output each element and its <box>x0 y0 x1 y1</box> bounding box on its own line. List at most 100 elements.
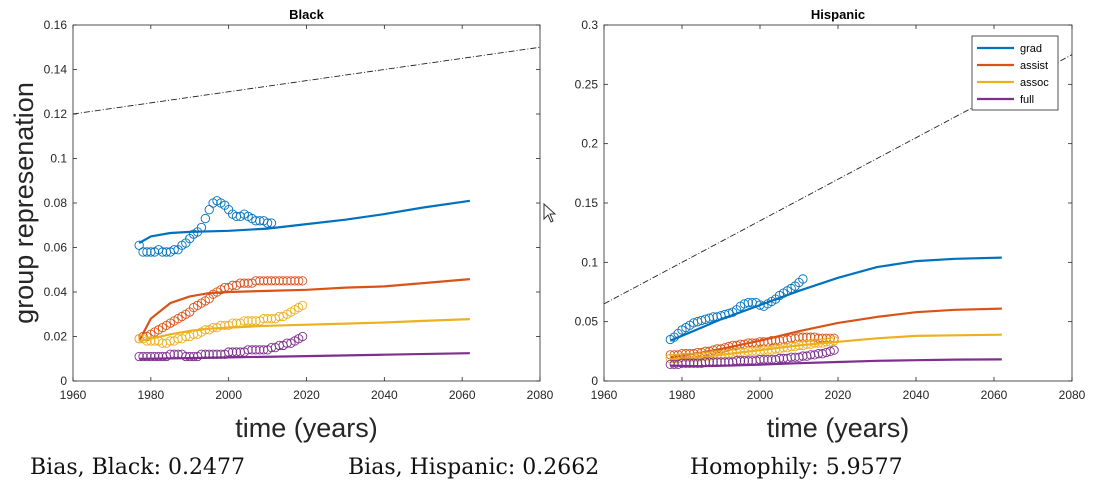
series-line-grad <box>138 199 471 244</box>
x-tick-label: 2040 <box>371 388 398 402</box>
data-point-full <box>829 345 839 355</box>
mouse-pointer-icon <box>543 203 557 223</box>
x-tick-label: 2000 <box>215 388 242 402</box>
data-point-assoc <box>790 341 800 352</box>
data-point-assoc <box>778 343 789 353</box>
data-point-assoc <box>767 345 777 355</box>
data-point-full <box>138 351 148 362</box>
data-point-full <box>150 351 160 362</box>
y-tick-label: 0.1 <box>581 255 598 269</box>
x-tick-label: 2020 <box>825 388 852 402</box>
y-tick-label: 0.15 <box>575 196 599 210</box>
data-point-full <box>782 353 792 364</box>
data-point-grad <box>200 213 210 224</box>
data-point-grad <box>743 298 753 308</box>
data-point-assist <box>259 276 269 286</box>
data-point-assist <box>262 276 273 286</box>
data-point-full <box>185 351 195 362</box>
data-point-assoc <box>751 346 761 356</box>
data-point-assist <box>767 336 777 346</box>
data-point-full <box>181 351 191 362</box>
x-tick-label: 2060 <box>981 388 1008 402</box>
y-tick-label: 0.08 <box>44 196 68 210</box>
data-point-assist <box>251 276 261 286</box>
data-point-full <box>778 353 789 364</box>
data-point-full <box>794 352 804 362</box>
y-tick-label: 0.1 <box>50 152 67 166</box>
data-point-assoc <box>806 339 816 349</box>
data-point-full <box>802 351 812 361</box>
data-point-assoc <box>297 300 308 310</box>
y-tick-label: 0.05 <box>575 315 599 329</box>
data-point-full <box>689 358 699 368</box>
data-point-full <box>759 354 769 365</box>
data-point-assoc <box>759 345 769 355</box>
data-point-assoc <box>813 338 824 348</box>
x-tick-label: 1980 <box>669 388 696 402</box>
data-point-full <box>728 357 738 367</box>
data-point-assoc <box>716 350 726 360</box>
data-point-assist <box>278 276 288 286</box>
data-point-full <box>204 349 214 359</box>
data-point-full <box>146 351 156 362</box>
data-point-assoc <box>821 337 831 347</box>
data-point-full <box>813 349 824 359</box>
data-point-assoc <box>747 346 757 356</box>
x-tick-label: 2040 <box>903 388 930 402</box>
y-tick-label: 0.25 <box>575 77 599 91</box>
y-tick-label: 0.2 <box>581 137 598 151</box>
data-point-full <box>297 331 308 342</box>
data-point-assist <box>239 278 249 288</box>
data-point-full <box>755 354 765 365</box>
data-point-assoc <box>825 337 835 347</box>
series-line-assoc <box>138 318 470 342</box>
data-point-grad <box>262 218 273 228</box>
series-line-grad <box>669 256 1002 342</box>
chart-title: Black <box>289 7 324 22</box>
data-point-full <box>134 351 144 362</box>
data-point-assist <box>270 276 281 286</box>
data-point-assoc <box>829 336 839 346</box>
x-tick-label: 2080 <box>527 388 554 402</box>
data-point-grad <box>251 216 261 226</box>
data-point-full <box>712 357 722 367</box>
series-line-assist <box>138 278 470 342</box>
data-point-grad <box>798 274 808 284</box>
data-point-full <box>212 349 222 359</box>
data-point-assoc <box>794 340 804 351</box>
data-point-full <box>770 354 781 365</box>
data-point-full <box>751 356 761 366</box>
data-point-assist <box>290 276 300 286</box>
figure: Black 1960 1980 2000 2020 2040 2060 2080 0 0.02 0.… <box>9 7 1086 443</box>
data-point-full <box>165 349 175 359</box>
data-point-full <box>227 347 238 357</box>
data-point-full <box>196 349 207 359</box>
data-point-assoc <box>227 318 238 328</box>
data-point-assoc <box>239 316 249 326</box>
data-point-grad <box>755 300 765 310</box>
data-point-full <box>200 349 210 359</box>
data-point-assoc <box>782 343 792 353</box>
legend-label-grad: grad <box>1020 43 1042 55</box>
data-point-grad <box>708 312 718 322</box>
legend: grad assist assoc full <box>971 35 1059 111</box>
data-point-assoc <box>817 338 828 348</box>
data-point-grad <box>739 299 750 309</box>
x-tick-label: 2080 <box>1059 388 1086 402</box>
data-point-full <box>169 349 179 359</box>
footer-stats: Bias, Black: 0.2477 Bias, Hispanic: 0.26… <box>0 455 1098 485</box>
data-point-grad <box>266 218 277 228</box>
data-point-assoc <box>146 336 156 346</box>
legend-label-full: full <box>1020 94 1034 106</box>
data-point-full <box>700 357 711 367</box>
data-point-grad <box>142 247 152 257</box>
data-point-full <box>720 357 730 367</box>
data-point-full <box>677 358 687 368</box>
data-point-full <box>665 359 675 370</box>
reference-line <box>73 46 540 115</box>
data-point-assist <box>731 340 742 351</box>
data-point-full <box>809 350 820 360</box>
chart-panel-0: Black 1960 1980 2000 2020 2040 2060 2080 0 0.02 0.… <box>9 7 554 443</box>
data-point-assoc <box>770 344 781 354</box>
data-point-assoc <box>259 314 269 324</box>
